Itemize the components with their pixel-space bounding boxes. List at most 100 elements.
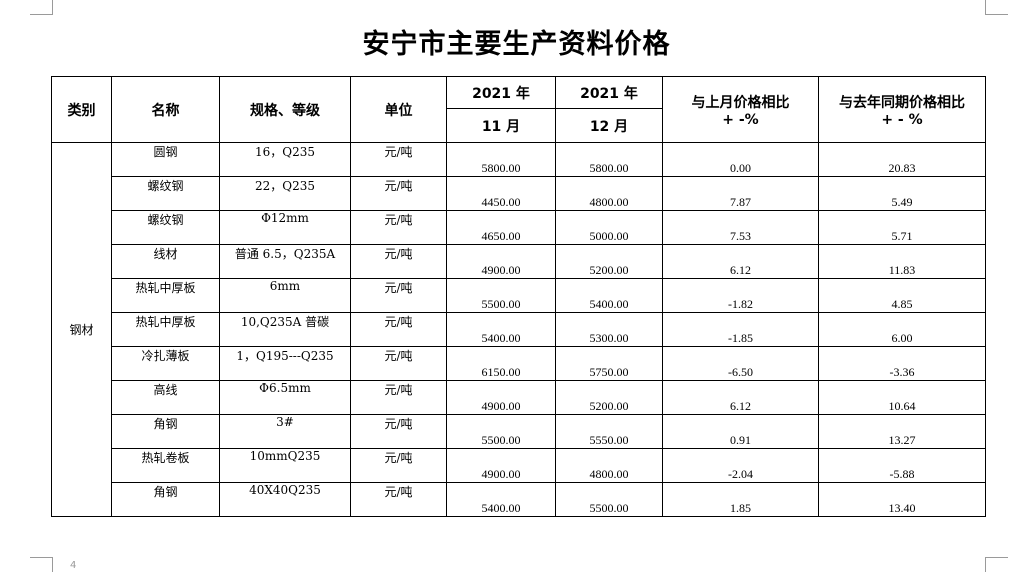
header-yoy-change: 与去年同期价格相比 + - % bbox=[818, 76, 986, 143]
cell-name: 角钢 bbox=[111, 414, 220, 449]
cell-nov-price: 4900.00 bbox=[446, 380, 556, 415]
cell-dec-price: 5550.00 bbox=[555, 414, 663, 449]
header-dec-year: 2021 年 bbox=[555, 76, 663, 109]
cell-mom: -2.04 bbox=[662, 448, 819, 483]
cell-name: 螺纹钢 bbox=[111, 210, 220, 245]
cell-mom: -1.82 bbox=[662, 278, 819, 313]
cell-yoy: 4.85 bbox=[818, 278, 986, 313]
cell-dec-price: 5400.00 bbox=[555, 278, 663, 313]
header-mom-line1: 与上月价格相比 bbox=[691, 94, 790, 111]
cell-dec-price: 5200.00 bbox=[555, 380, 663, 415]
table-row: 螺纹钢 Φ12mm 元/吨 4650.00 5000.00 7.53 5.71 bbox=[52, 210, 986, 245]
header-nov-month: 11 月 bbox=[446, 108, 556, 143]
cell-dec-price: 5800.00 bbox=[555, 142, 663, 177]
cell-mom: 6.12 bbox=[662, 244, 819, 279]
cell-name: 高线 bbox=[111, 380, 220, 415]
cell-dec-price: 5300.00 bbox=[555, 312, 663, 347]
cell-yoy: -5.88 bbox=[818, 448, 986, 483]
cell-nov-price: 4650.00 bbox=[446, 210, 556, 245]
cell-mom: 0.00 bbox=[662, 142, 819, 177]
cell-name: 热轧中厚板 bbox=[111, 278, 220, 313]
cell-nov-price: 4450.00 bbox=[446, 176, 556, 211]
header-row-1: 类别 名称 规格、等级 单位 2021 年 2021 年 与上月价格相比 + -… bbox=[51, 76, 986, 143]
cell-mom: 6.12 bbox=[662, 380, 819, 415]
cell-mom: -6.50 bbox=[662, 346, 819, 381]
cell-name: 冷扎薄板 bbox=[111, 346, 220, 381]
cell-spec: 22，Q235 bbox=[219, 176, 351, 211]
cell-mom: 1.85 bbox=[662, 482, 819, 517]
cell-dec-price: 5200.00 bbox=[555, 244, 663, 279]
header-yoy-line1: 与去年同期价格相比 bbox=[839, 94, 965, 111]
cell-name: 热轧中厚板 bbox=[111, 312, 220, 347]
header-yoy-line2: + - % bbox=[881, 111, 923, 128]
cell-yoy: -3.36 bbox=[818, 346, 986, 381]
page-corner-mark-top-right bbox=[985, 0, 1008, 15]
document-title: 安宁市主要生产资料价格 bbox=[362, 29, 671, 60]
cell-unit: 元/吨 bbox=[350, 176, 447, 211]
cell-spec: 6mm bbox=[219, 278, 351, 313]
cell-spec: 3# bbox=[219, 414, 351, 449]
cell-nov-price: 5400.00 bbox=[446, 312, 556, 347]
cell-name: 螺纹钢 bbox=[111, 176, 220, 211]
table-row: 角钢 3# 元/吨 5500.00 5550.00 0.91 13.27 bbox=[52, 414, 986, 449]
header-mom-change: 与上月价格相比 + -% bbox=[662, 76, 819, 143]
cell-spec: Φ12mm bbox=[219, 210, 351, 245]
cell-spec: 40X40Q235 bbox=[219, 482, 351, 517]
cell-unit: 元/吨 bbox=[350, 414, 447, 449]
table-row: 钢材 圆钢 16，Q235 元/吨 5800.00 5800.00 0.00 2… bbox=[51, 142, 986, 517]
cell-nov-price: 5400.00 bbox=[446, 482, 556, 517]
cell-yoy: 13.40 bbox=[818, 482, 986, 517]
table-row: 螺纹钢 22，Q235 元/吨 4450.00 4800.00 7.87 5.4… bbox=[52, 176, 986, 211]
cell-mom: 0.91 bbox=[662, 414, 819, 449]
header-mom-line2: + -% bbox=[722, 111, 759, 128]
cell-yoy: 5.71 bbox=[818, 210, 986, 245]
cell-yoy: 20.83 bbox=[818, 142, 986, 177]
table-row: 角钢 40X40Q235 元/吨 5400.00 5500.00 1.85 13… bbox=[52, 482, 986, 517]
cell-mom: 7.53 bbox=[662, 210, 819, 245]
cell-spec: 10mmQ235 bbox=[219, 448, 351, 483]
cell-yoy: 11.83 bbox=[818, 244, 986, 279]
cell-nov-price: 4900.00 bbox=[446, 244, 556, 279]
header-dec-month: 12 月 bbox=[555, 108, 663, 143]
table-row: 热轧卷板 10mmQ235 元/吨 4900.00 4800.00 -2.04 … bbox=[52, 448, 986, 483]
cell-nov-price: 5500.00 bbox=[446, 414, 556, 449]
cell-dec-price: 5500.00 bbox=[555, 482, 663, 517]
table-row: 冷扎薄板 1，Q195---Q235 元/吨 6150.00 5750.00 -… bbox=[52, 346, 986, 381]
page-corner-mark-bottom-left bbox=[30, 557, 53, 572]
cell-yoy: 5.49 bbox=[818, 176, 986, 211]
header-row-2: 11 月 12 月 bbox=[52, 108, 986, 143]
cell-name: 线材 bbox=[111, 244, 220, 279]
cell-unit: 元/吨 bbox=[350, 142, 447, 177]
cell-mom: -1.85 bbox=[662, 312, 819, 347]
cell-mom: 7.87 bbox=[662, 176, 819, 211]
cell-dec-price: 4800.00 bbox=[555, 176, 663, 211]
cell-nov-price: 5800.00 bbox=[446, 142, 556, 177]
cell-unit: 元/吨 bbox=[350, 244, 447, 279]
cell-name: 圆钢 bbox=[111, 142, 220, 177]
header-nov-year: 2021 年 bbox=[446, 76, 556, 109]
category-cell: 钢材 bbox=[51, 142, 112, 517]
header-unit: 单位 bbox=[350, 76, 447, 143]
header-name: 名称 bbox=[111, 76, 220, 143]
cell-dec-price: 5750.00 bbox=[555, 346, 663, 381]
cell-unit: 元/吨 bbox=[350, 482, 447, 517]
cell-unit: 元/吨 bbox=[350, 448, 447, 483]
cell-unit: 元/吨 bbox=[350, 346, 447, 381]
cell-unit: 元/吨 bbox=[350, 312, 447, 347]
cell-spec: Φ6.5mm bbox=[219, 380, 351, 415]
cell-unit: 元/吨 bbox=[350, 210, 447, 245]
cell-spec: 普通 6.5，Q235A bbox=[219, 244, 351, 279]
price-table: 类别 名称 规格、等级 单位 2021 年 2021 年 与上月价格相比 + -… bbox=[51, 76, 986, 517]
cell-nov-price: 5500.00 bbox=[446, 278, 556, 313]
page-corner-mark-top-left bbox=[30, 0, 53, 15]
header-category: 类别 bbox=[51, 76, 112, 143]
page-number: 4 bbox=[70, 560, 77, 571]
table-row: 热轧中厚板 6mm 元/吨 5500.00 5400.00 -1.82 4.85 bbox=[52, 278, 986, 313]
cell-name: 角钢 bbox=[111, 482, 220, 517]
cell-yoy: 10.64 bbox=[818, 380, 986, 415]
table-row: 热轧中厚板 10,Q235A 普碳 元/吨 5400.00 5300.00 -1… bbox=[52, 312, 986, 347]
header-spec: 规格、等级 bbox=[219, 76, 351, 143]
cell-spec: 1，Q195---Q235 bbox=[219, 346, 351, 381]
cell-yoy: 13.27 bbox=[818, 414, 986, 449]
page-corner-mark-bottom-right bbox=[985, 557, 1008, 572]
